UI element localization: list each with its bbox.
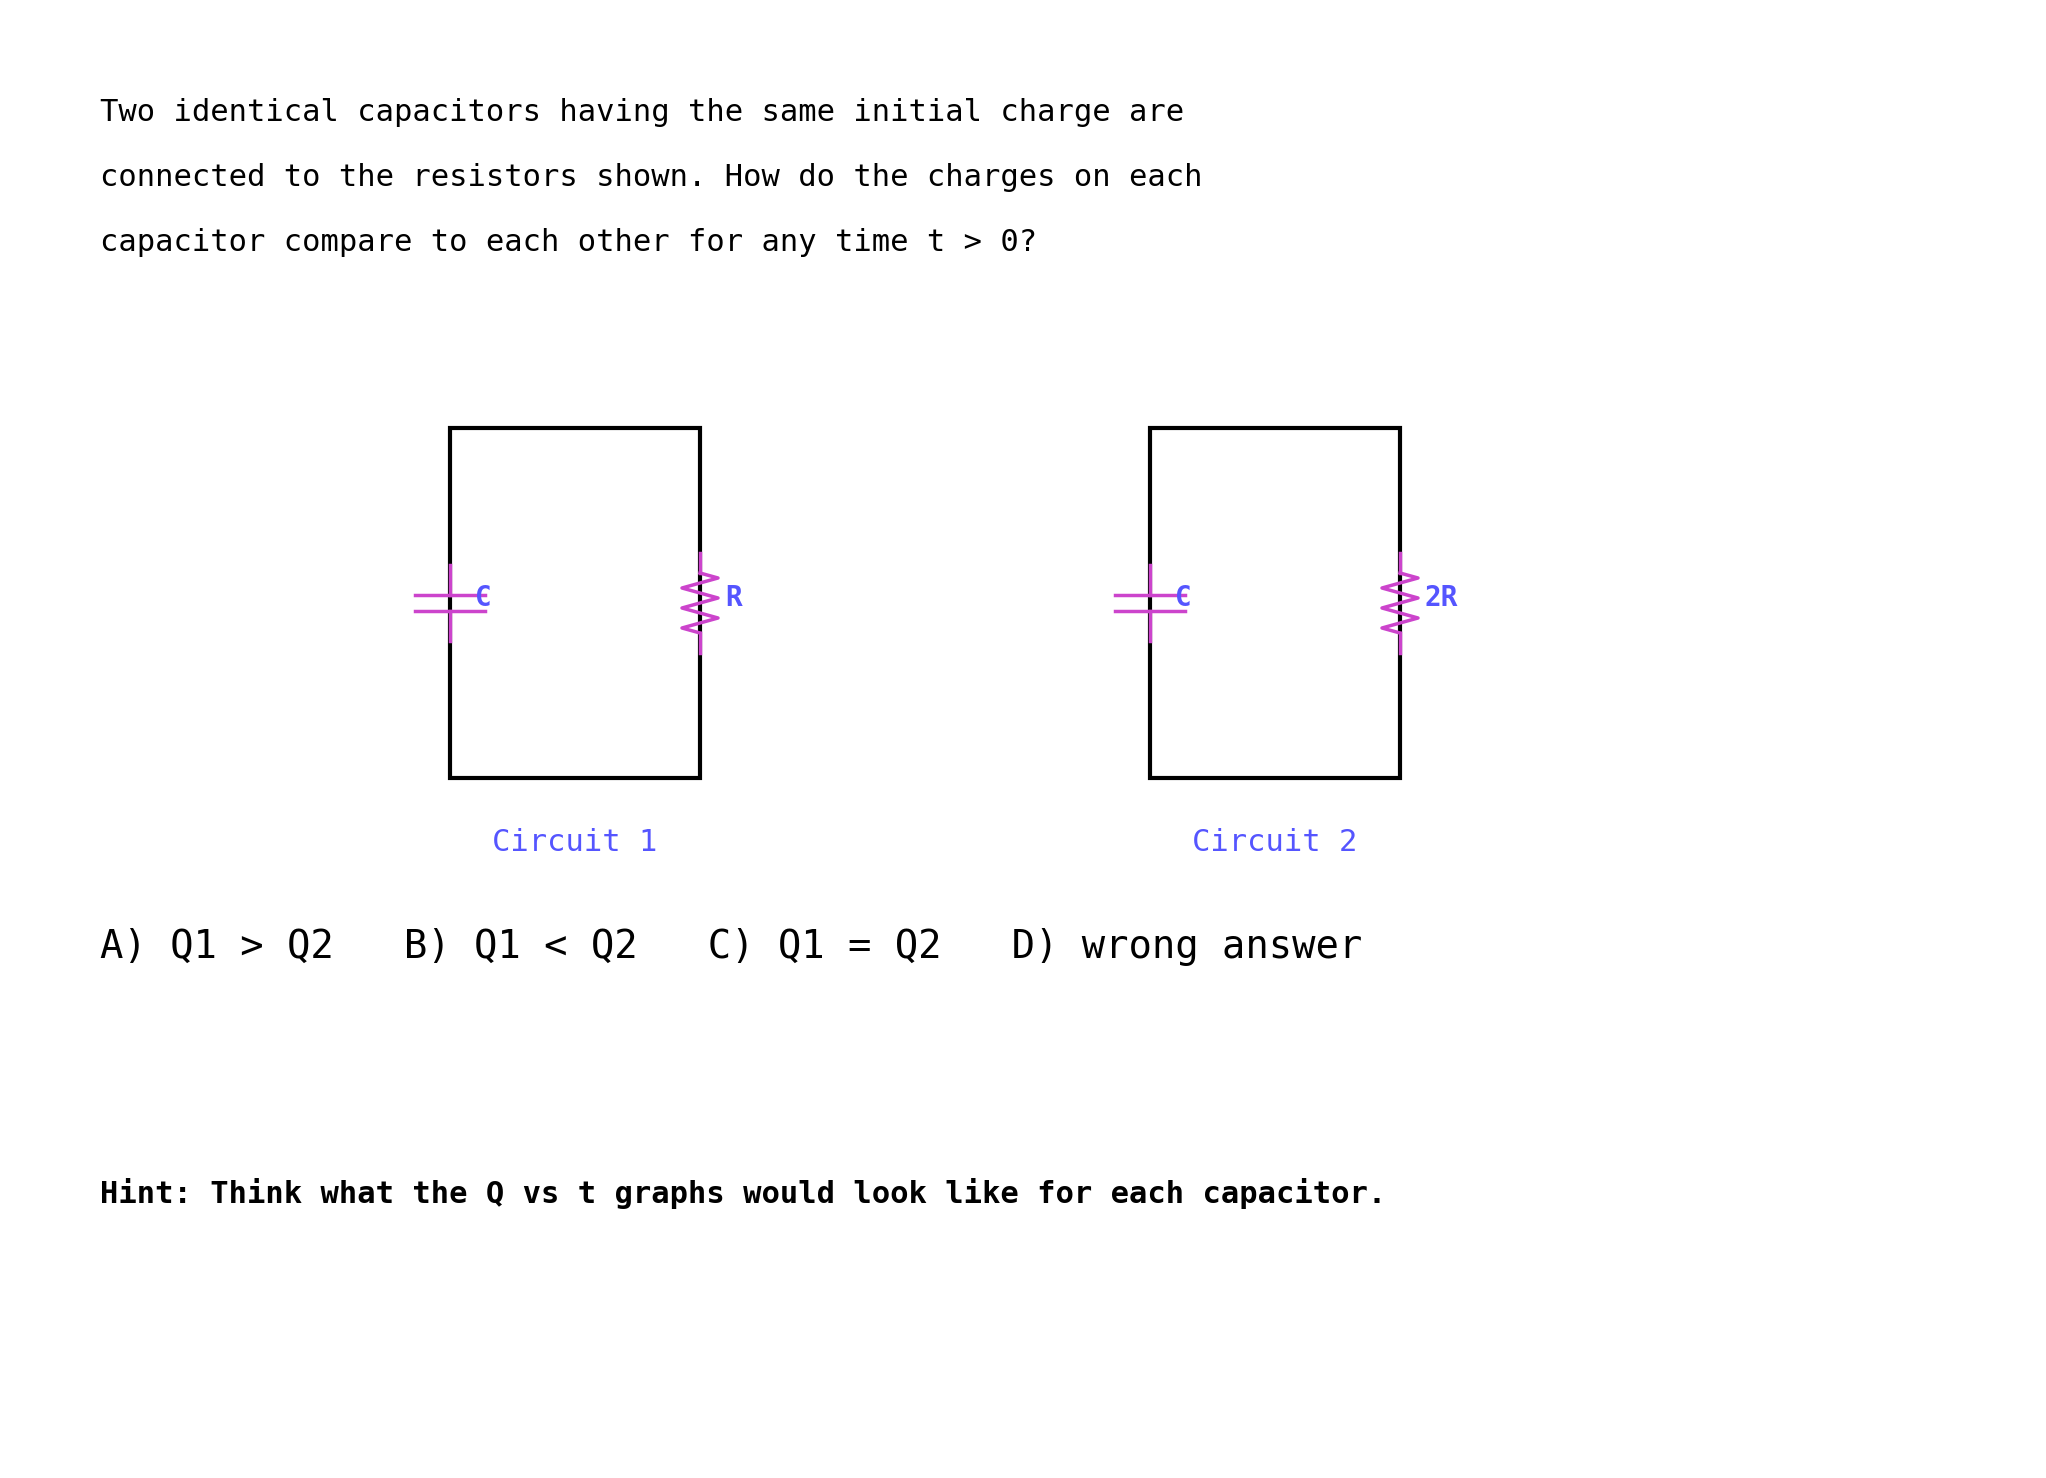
Bar: [450, 429, 700, 777]
Text: Hint: Think what the Q vs t graphs would look like for each capacitor.: Hint: Think what the Q vs t graphs would…: [100, 1178, 1387, 1209]
Text: 2R: 2R: [1424, 584, 1459, 612]
Text: A) Q1 > Q2   B) Q1 < Q2   C) Q1 = Q2   D) wrong answer: A) Q1 > Q2 B) Q1 < Q2 C) Q1 = Q2 D) wron…: [100, 928, 1363, 967]
Text: Circuit 2: Circuit 2: [1193, 828, 1359, 857]
Text: C: C: [1174, 584, 1191, 612]
Text: C: C: [475, 584, 491, 612]
Text: connected to the resistors shown. How do the charges on each: connected to the resistors shown. How do…: [100, 163, 1203, 192]
Bar: [1150, 429, 1399, 777]
Text: Two identical capacitors having the same initial charge are: Two identical capacitors having the same…: [100, 98, 1185, 127]
Text: Circuit 1: Circuit 1: [493, 828, 657, 857]
Text: capacitor compare to each other for any time t > 0?: capacitor compare to each other for any …: [100, 228, 1037, 257]
Text: R: R: [724, 584, 743, 612]
